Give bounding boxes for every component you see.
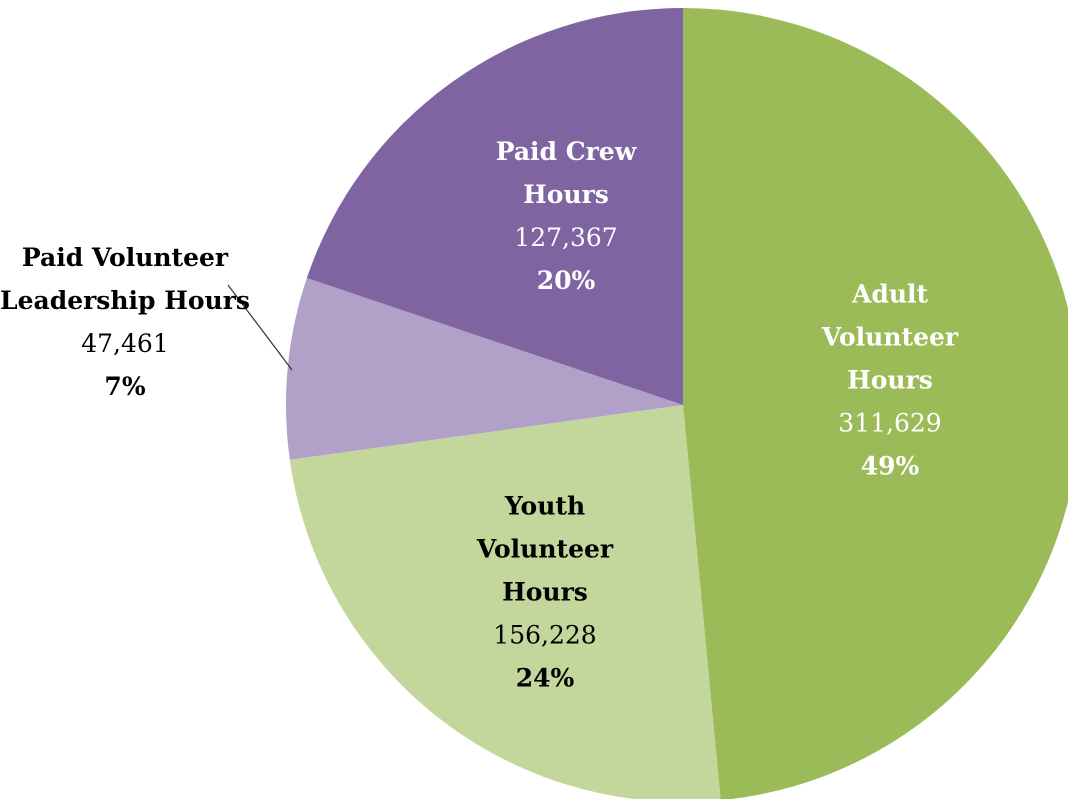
- category-name: Paid Crew Hours: [495, 137, 637, 209]
- value-label: 311,629: [838, 408, 942, 438]
- percentage-label: 7%: [104, 372, 146, 401]
- percentage-label: 24%: [515, 663, 575, 693]
- pie-slice: [683, 8, 1068, 799]
- slice-label: Youth Volunteer Hours 156,228 24%: [465, 485, 625, 700]
- pie-slice: [289, 405, 721, 799]
- slice-label: Paid Volunteer Leadership Hours 47,461 7%: [0, 236, 260, 408]
- value-label: 47,461: [81, 329, 169, 358]
- leader-line: [227, 284, 293, 371]
- value-label: 127,367: [514, 223, 618, 252]
- category-name: Adult Volunteer Hours: [821, 279, 959, 395]
- slice-label: Paid Crew Hours 127,367 20%: [476, 130, 656, 302]
- pie-slice: [285, 278, 683, 460]
- slice-label: Adult Volunteer Hours 311,629 49%: [815, 273, 965, 488]
- category-name: Youth Volunteer Hours: [476, 491, 614, 607]
- percentage-label: 20%: [536, 266, 596, 295]
- category-name: Paid Volunteer Leadership Hours: [0, 243, 250, 315]
- pie-slice: [306, 8, 683, 405]
- percentage-label: 49%: [860, 451, 920, 481]
- value-label: 156,228: [493, 620, 597, 650]
